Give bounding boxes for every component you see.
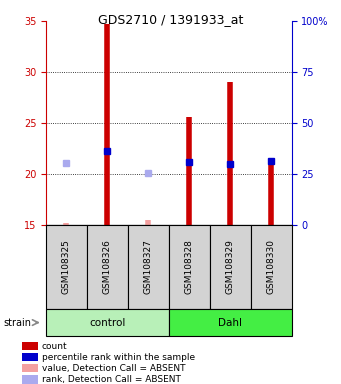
Text: GSM108325: GSM108325 — [62, 240, 71, 294]
Bar — [22, 342, 38, 350]
Text: value, Detection Call = ABSENT: value, Detection Call = ABSENT — [42, 364, 185, 373]
Text: GSM108326: GSM108326 — [103, 240, 112, 294]
Text: Dahl: Dahl — [218, 318, 242, 328]
Bar — [22, 353, 38, 361]
Text: percentile rank within the sample: percentile rank within the sample — [42, 353, 195, 362]
Bar — [87, 225, 128, 309]
Text: count: count — [42, 342, 67, 351]
Bar — [210, 225, 251, 309]
Text: GDS2710 / 1391933_at: GDS2710 / 1391933_at — [98, 13, 243, 26]
Bar — [46, 309, 169, 336]
Bar — [22, 375, 38, 384]
Bar — [46, 225, 87, 309]
Bar — [251, 225, 292, 309]
Bar — [169, 225, 210, 309]
Bar — [22, 364, 38, 372]
Text: rank, Detection Call = ABSENT: rank, Detection Call = ABSENT — [42, 375, 180, 384]
Text: GSM108330: GSM108330 — [267, 239, 276, 295]
Bar — [128, 225, 169, 309]
Text: strain: strain — [3, 318, 31, 328]
Bar — [169, 309, 292, 336]
Text: GSM108329: GSM108329 — [226, 240, 235, 294]
Text: control: control — [89, 318, 125, 328]
Text: GSM108328: GSM108328 — [185, 240, 194, 294]
Text: GSM108327: GSM108327 — [144, 240, 153, 294]
